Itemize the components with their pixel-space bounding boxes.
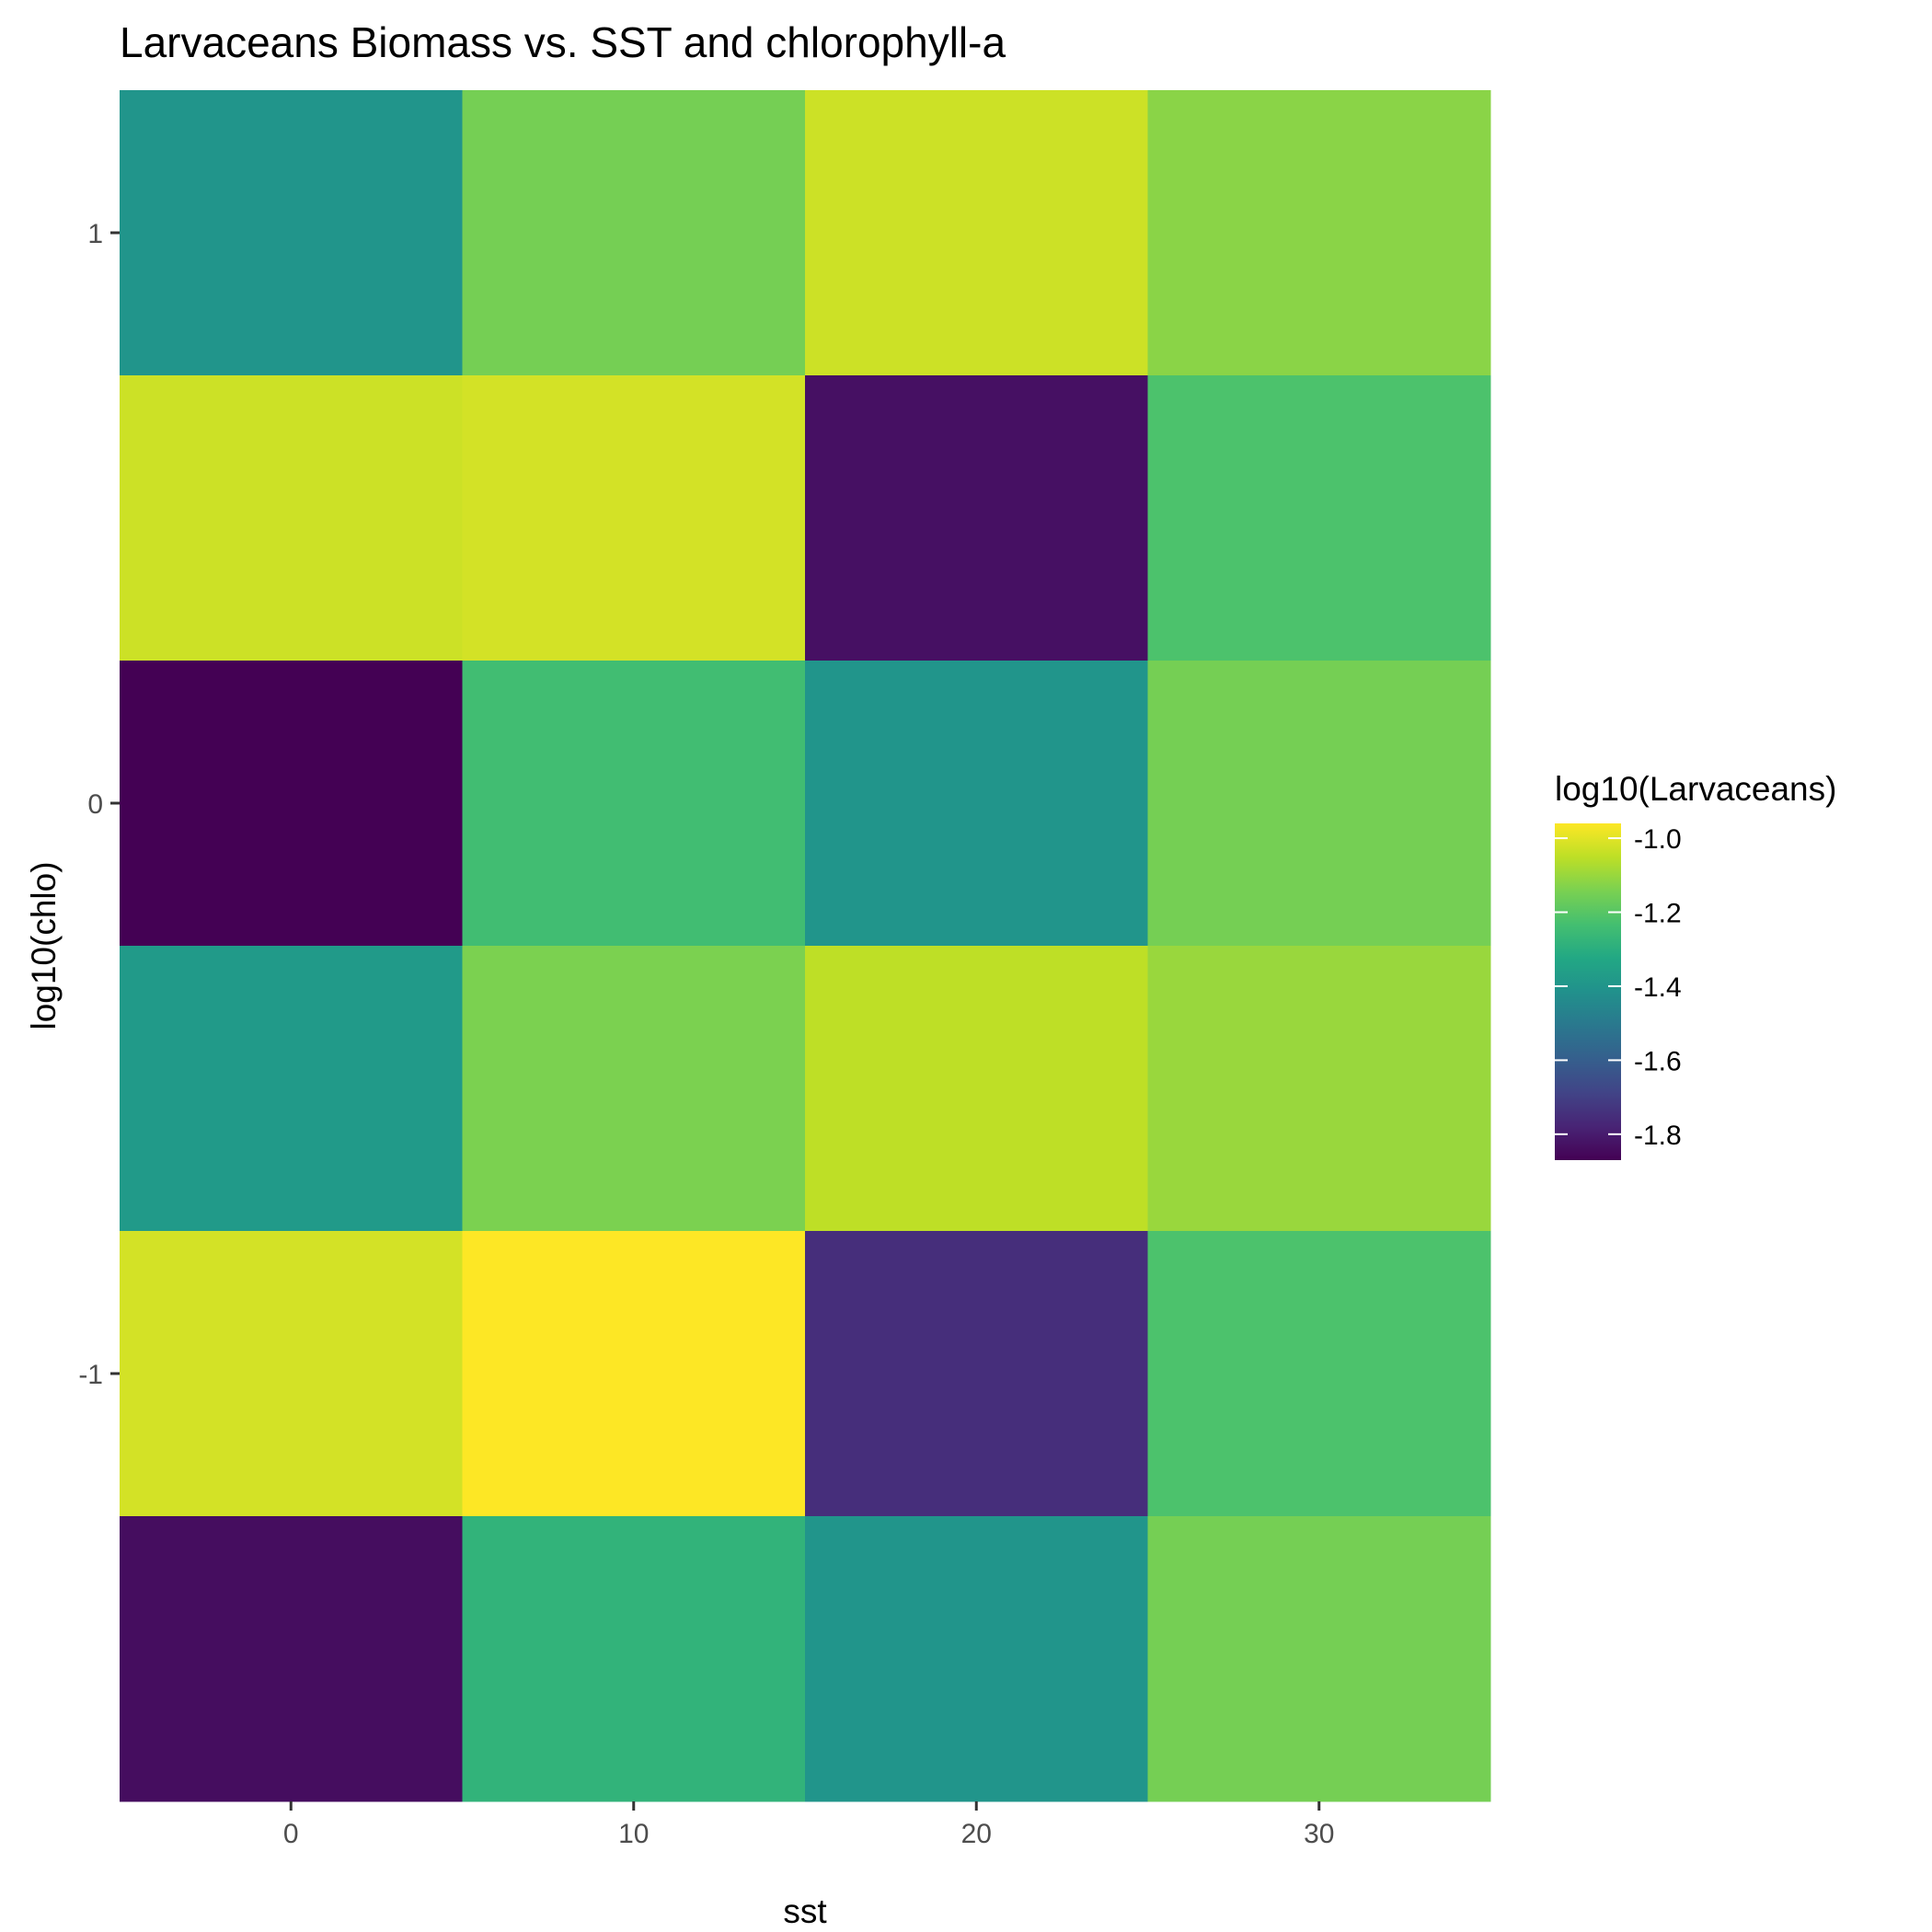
legend-colorbar (1555, 823, 1621, 1160)
y-axis-title: log10(chlo) (25, 861, 63, 1029)
legend-title: log10(Larvaceans) (1555, 770, 1836, 808)
legend-label: -1.2 (1634, 899, 1682, 929)
heatmap-cell (1147, 90, 1491, 376)
heatmap-cell (462, 1231, 806, 1517)
legend-label: -1.6 (1634, 1046, 1682, 1076)
x-axis-title: sst (783, 1892, 827, 1930)
heatmap-cell (1147, 375, 1491, 661)
heatmap-cell (805, 90, 1148, 376)
heatmap-cells (120, 90, 1491, 1802)
heatmap-cell (120, 1231, 463, 1517)
heatmap-cell (1147, 1231, 1491, 1517)
legend-ticks: -1.0 -1.2 -1.4 -1.6 -1.8 (1555, 824, 1682, 1151)
x-tick-label: 0 (283, 1819, 299, 1849)
x-tick-label: 10 (618, 1819, 649, 1849)
heatmap-cell (120, 375, 463, 661)
heatmap-cell (805, 1231, 1148, 1517)
heatmap-cell (120, 661, 463, 947)
heatmap-cell (120, 946, 463, 1232)
heatmap-cell (1147, 661, 1491, 947)
heatmap-cell (1147, 946, 1491, 1232)
x-tick-label: 20 (961, 1819, 992, 1849)
legend-label: -1.0 (1634, 824, 1682, 855)
y-tick-label: -1 (78, 1360, 103, 1390)
legend-label: -1.8 (1634, 1121, 1682, 1151)
chart-title: Larvaceans Biomass vs. SST and chlorophy… (120, 18, 1006, 66)
heatmap-cell (805, 375, 1148, 661)
heatmap-cell (1147, 1516, 1491, 1802)
heatmap-cell (120, 1516, 463, 1802)
heatmap-cell (462, 90, 806, 376)
heatmap-cell (462, 1516, 806, 1802)
heatmap-cell (805, 946, 1148, 1232)
y-tick-label: 0 (87, 789, 103, 820)
heatmap-cell (120, 90, 463, 376)
heatmap-cell (462, 661, 806, 947)
legend: log10(Larvaceans) -1.0 -1.2 -1.4 -1.6 -1.8 (1555, 770, 1836, 1160)
heatmap-cell (462, 375, 806, 661)
heatmap-cell (805, 661, 1148, 947)
legend-label: -1.4 (1634, 972, 1682, 1003)
y-tick-label: 1 (87, 219, 103, 249)
heatmap-cell (805, 1516, 1148, 1802)
x-tick-label: 30 (1304, 1819, 1334, 1849)
heatmap-cell (462, 946, 806, 1232)
